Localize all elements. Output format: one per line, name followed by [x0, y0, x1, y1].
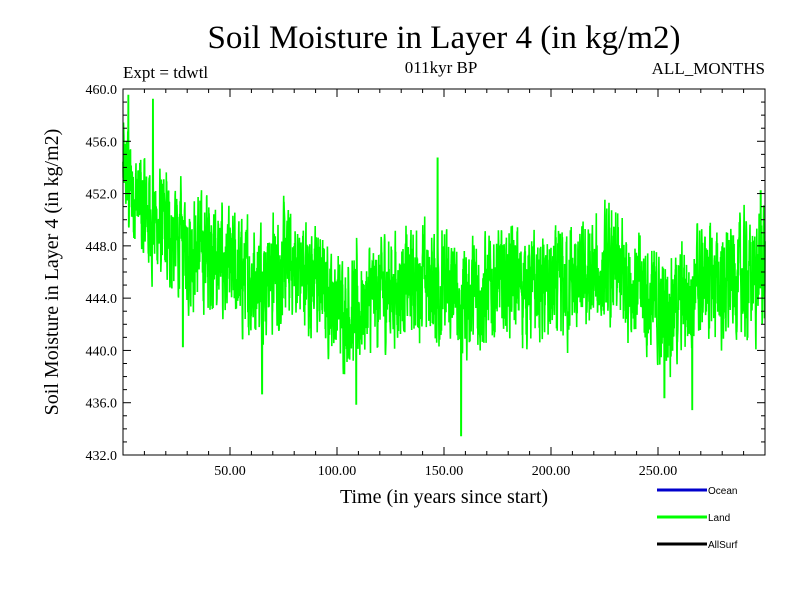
legend-label-ocean: Ocean	[708, 486, 737, 497]
legend-label-land: Land	[708, 513, 730, 524]
x-tick-label: 200.00	[532, 464, 571, 479]
chart-title: Soil Moisture in Layer 4 (in kg/m2)	[208, 20, 681, 56]
months-label: ALL_MONTHS	[652, 59, 765, 78]
y-tick-label: 448.0	[86, 240, 118, 255]
y-tick-label: 452.0	[86, 188, 118, 203]
y-axis-label: Soil Moisture in Layer 4 (in kg/m2)	[41, 129, 63, 416]
y-tick-label: 460.0	[86, 83, 118, 98]
plot-series	[122, 94, 766, 437]
x-tick-label: 250.00	[639, 464, 678, 479]
legend-label-allsurf: AllSurf	[708, 540, 738, 551]
legend: Ocean Land AllSurf	[657, 486, 738, 551]
y-axis-ticks: 432.0 436.0 440.0 444.0 448.0 452.0 456.0 460.0	[86, 83, 765, 464]
x-tick-label: 150.00	[425, 464, 464, 479]
y-tick-label: 444.0	[86, 292, 118, 307]
period-label: 011kyr BP	[405, 58, 478, 77]
series-line-land	[122, 94, 766, 437]
y-tick-label: 436.0	[86, 397, 118, 412]
y-tick-label: 456.0	[86, 135, 118, 150]
x-tick-label: 50.00	[214, 464, 246, 479]
experiment-label: Expt = tdwtl	[123, 63, 208, 82]
y-tick-label: 432.0	[86, 449, 118, 464]
x-axis-label: Time (in years since start)	[340, 486, 548, 508]
y-tick-label: 440.0	[86, 344, 118, 359]
x-axis-ticks: 50.00 100.00 150.00 200.00 250.00	[143, 89, 745, 479]
plot-frame	[122, 88, 766, 456]
x-tick-label: 100.00	[318, 464, 357, 479]
